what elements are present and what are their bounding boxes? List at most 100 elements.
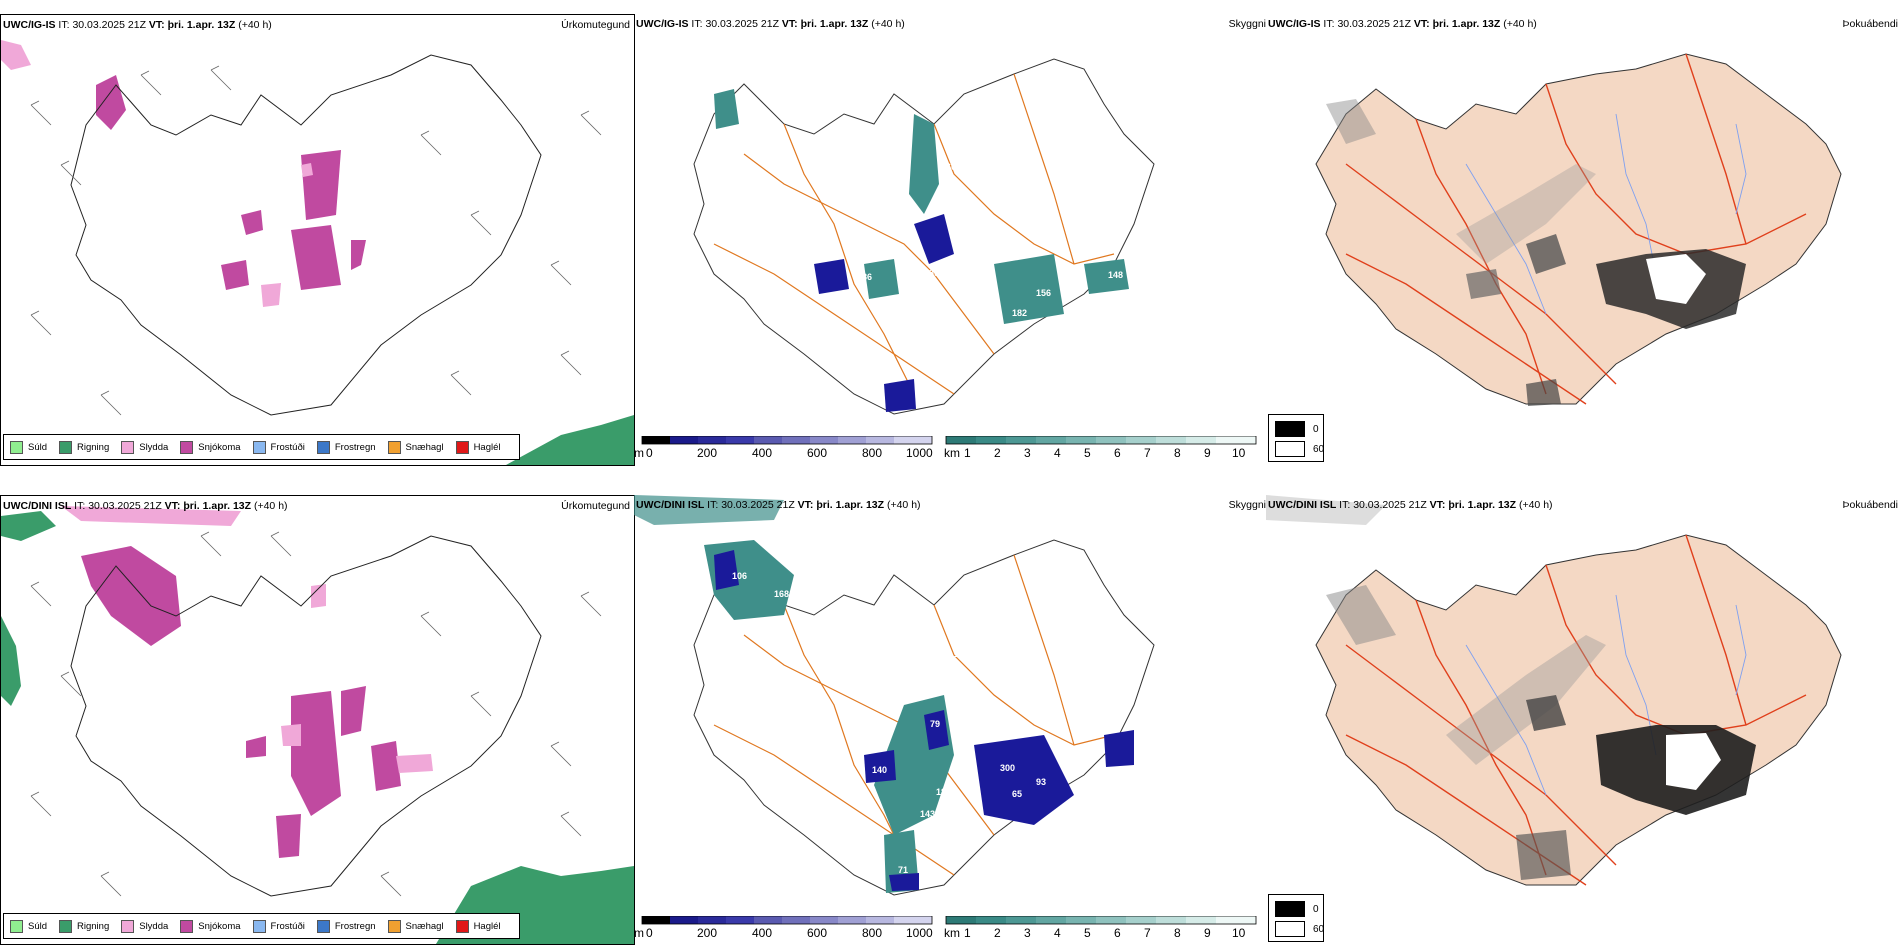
colorbar-km-svg: km 1 2 3 4 5 6 7 8 9 10	[944, 435, 1257, 460]
header-bottom-fog: UWC/DINI ISL IT: 30.03.2025 21Z VT: þri.…	[1268, 499, 1553, 511]
colorbar-km-svg: km 1 2 3 4 5 6 7 8 9 10	[944, 915, 1257, 940]
vt-label: VT:	[797, 499, 814, 511]
legend-item-frostudi: Frostúði	[252, 440, 305, 454]
legend-label: Snæhagl	[405, 920, 444, 932]
fog-fields	[1266, 495, 1756, 880]
legend-item-sudd: Súld	[10, 919, 48, 933]
vt-value: þri. 1.apr. 13Z	[1448, 499, 1517, 511]
fog-legend-item: 0	[1275, 901, 1319, 917]
legend-label: Rigning	[77, 441, 110, 453]
vis-label: 156	[1036, 288, 1051, 298]
vis-label: 86	[862, 272, 872, 282]
legend-label: Slydda	[139, 920, 169, 932]
it-value: 30.03.2025 21Z	[72, 19, 146, 31]
colorbar-tick: 800	[862, 446, 882, 460]
vt-value: þri. 1.apr. 13Z	[167, 19, 236, 31]
legend-label: Frostregn	[334, 441, 376, 453]
lead-time: (+40 h)	[238, 19, 272, 31]
legend-label: Frostúði	[270, 920, 305, 932]
colorbar-unit: m	[634, 926, 644, 940]
colorbar-tick: 0	[646, 926, 653, 940]
lead-time: (+40 h)	[871, 18, 905, 30]
legend-item-snjokoma: Snjókoma	[180, 919, 241, 933]
precip-sleet-areas	[261, 163, 313, 307]
fog-panel-bottom: UWC/DINI ISL IT: 30.03.2025 21Z VT: þri.…	[1266, 495, 1900, 943]
colorbar-tick: 3	[1024, 926, 1031, 940]
legend-swatch	[455, 919, 469, 933]
model-name: UWC/DINI ISL	[1268, 499, 1337, 511]
iceland-land	[1315, 534, 1842, 886]
legend-swatch	[252, 440, 266, 454]
vt-label: VT:	[148, 19, 165, 31]
panel-title-precip: Úrkomutegund	[561, 500, 630, 512]
colorbar-tick: 600	[807, 926, 827, 940]
legend-swatch	[10, 440, 23, 454]
header-top-precip: UWC/IG-IS IT: 30.03.2025 21Z VT: þri. 1.…	[3, 19, 272, 31]
colorbar-m-svg: m 0 200 400 600 800 1000	[634, 435, 933, 460]
vt-label: VT:	[1413, 18, 1430, 30]
legend-item-snaehagl: Snæhagl	[387, 440, 444, 454]
it-label: IT:	[74, 500, 86, 512]
vis-label: 103	[926, 384, 941, 394]
fog-fields	[1326, 99, 1746, 406]
legend-item-snjokoma: Snjókoma	[180, 440, 241, 454]
colorbar-tick: 10	[1232, 926, 1246, 940]
fog-legend-bottom: 0 60	[1268, 894, 1324, 942]
header-top-visibility: UWC/IG-IS IT: 30.03.2025 21Z VT: þri. 1.…	[636, 18, 905, 30]
legend-item-haglel: Haglél	[455, 919, 501, 933]
legend-label: Frostregn	[334, 920, 376, 932]
iceland-outline	[70, 535, 542, 897]
vis-label: 140	[946, 182, 961, 192]
vis-label: 106	[732, 571, 747, 581]
legend-label: Rigning	[77, 920, 110, 932]
fog-legend-swatch	[1275, 921, 1305, 937]
vis-label: 150	[954, 649, 969, 659]
legend-label: Slydda	[139, 441, 169, 453]
vis-label: 139	[924, 268, 939, 278]
colorbar-tick: 3	[1024, 446, 1031, 460]
vis-label: 168	[774, 589, 789, 599]
colorbar-tick: 5	[1084, 446, 1091, 460]
legend-item-rigning: Rigning	[59, 919, 110, 933]
legend-label: Snjókoma	[198, 441, 241, 453]
vt-value: þri. 1.apr. 13Z	[816, 499, 885, 511]
colorbar-unit: km	[944, 926, 960, 940]
visibility-map-bottom: 168 106 150 79 140 184 143 93 65 300 80 …	[634, 495, 1155, 896]
legend-item-slydda: Slydda	[121, 440, 169, 454]
colorbar-tick: 1000	[906, 446, 933, 460]
vis-label: 140	[872, 765, 887, 775]
vt-label: VT:	[164, 500, 181, 512]
visibility-panel-top: 608 140 96 139 86 182 156 148 103 UWC/IG…	[634, 14, 1266, 464]
model-name: UWC/IG-IS	[636, 18, 689, 30]
vis-label: 65	[1012, 789, 1022, 799]
it-value: 30.03.2025 21Z	[1353, 499, 1427, 511]
colorbar-tick: 8	[1174, 926, 1181, 940]
colorbar-tick: 8	[1174, 446, 1181, 460]
panel-title-precip: Úrkomutegund	[561, 19, 630, 31]
fog-map-top	[1315, 53, 1842, 406]
colorbar-tick: 10	[1232, 446, 1246, 460]
legend-label: Snæhagl	[405, 441, 444, 453]
it-label: IT:	[1339, 499, 1351, 511]
colorbar-tick: 1	[964, 926, 971, 940]
iceland-outline	[70, 54, 542, 416]
colorbar-tick: 9	[1204, 446, 1211, 460]
precip-legend: Súld Rigning Slydda Snjókoma Frostúði Fr…	[3, 434, 520, 460]
legend-label: Súld	[28, 920, 48, 932]
visibility-colorbar-km-bottom: km 1 2 3 4 5 6 7 8 9 10	[942, 915, 1264, 940]
visibility-colorbar-km-top: km 1 2 3 4 5 6 7 8 9 10	[942, 435, 1264, 460]
visibility-labels: 168 106 150 79 140 184 143 93 65 300 80 …	[732, 571, 1046, 875]
legend-item-frostregn: Frostregn	[316, 919, 376, 933]
colorbar-tick: 0	[646, 446, 653, 460]
visibility-colorbar-m-top: m 0 200 400 600 800 1000	[634, 435, 940, 460]
colorbar-tick: 5	[1084, 926, 1091, 940]
fog-map-bottom	[1266, 495, 1842, 886]
vis-label: 300	[1000, 763, 1015, 773]
fog-legend-item: 60	[1275, 441, 1324, 457]
colorbar-tick: 6	[1114, 926, 1121, 940]
vis-label: 148	[1108, 270, 1123, 280]
vt-label: VT:	[1429, 499, 1446, 511]
fog-legend-item: 60	[1275, 921, 1324, 937]
fog-legend-top: 0 60	[1268, 414, 1324, 462]
legend-swatch	[121, 919, 135, 933]
